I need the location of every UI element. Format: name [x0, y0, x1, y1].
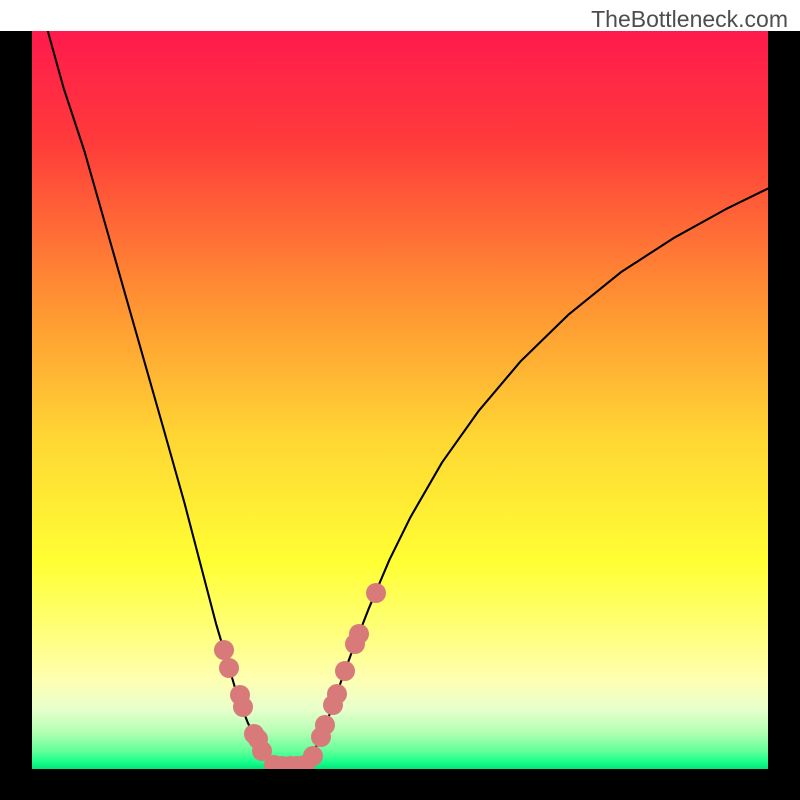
- data-markers-layer: [32, 31, 768, 769]
- watermark-text: TheBottleneck.com: [591, 6, 788, 33]
- data-marker: [366, 583, 386, 603]
- data-marker: [303, 746, 323, 766]
- data-marker: [219, 658, 239, 678]
- data-marker: [315, 715, 335, 735]
- data-marker: [335, 661, 355, 681]
- data-marker: [349, 624, 369, 644]
- plot-area: [32, 31, 768, 769]
- data-marker: [327, 684, 347, 704]
- chart-root: TheBottleneck.com: [0, 0, 800, 800]
- data-marker: [214, 640, 234, 660]
- data-marker: [233, 697, 253, 717]
